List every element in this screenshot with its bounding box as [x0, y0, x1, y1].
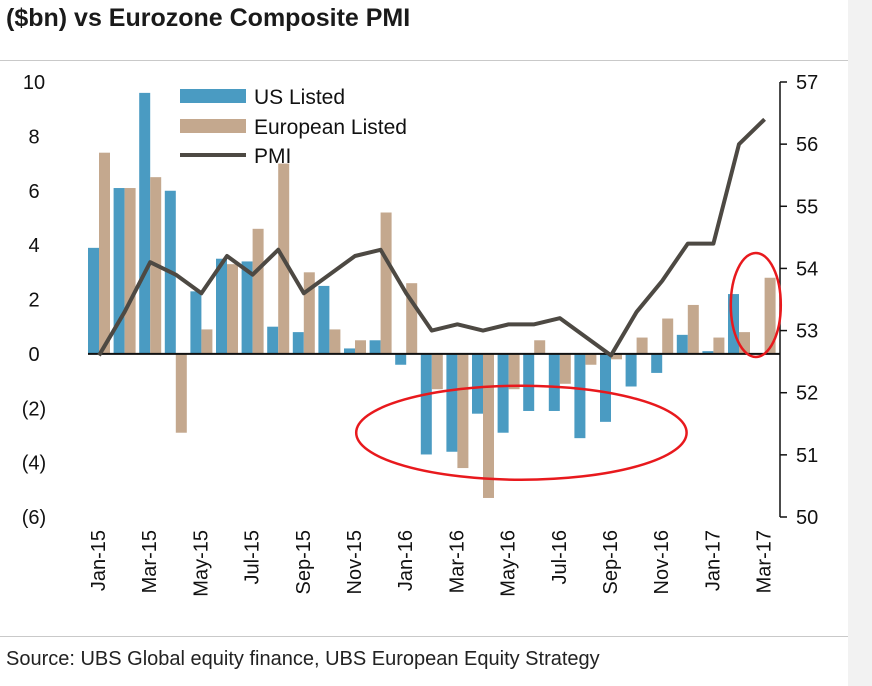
us-listed-bar [318, 285, 330, 354]
left-tick-label: (4) [22, 453, 46, 475]
european-listed-bar [508, 353, 520, 390]
european-listed-bar [124, 188, 136, 354]
european-listed-bar [713, 337, 725, 354]
left-tick-label: (6) [22, 507, 46, 529]
european-listed-bar [406, 283, 418, 354]
us-listed-bar [625, 353, 637, 387]
european-listed-bar [534, 340, 546, 354]
european-listed-bar [431, 353, 443, 390]
us-listed-bar [344, 348, 355, 354]
european-listed-bar [457, 353, 469, 469]
european-listed-bar [585, 353, 597, 365]
european-listed-bar [611, 353, 622, 360]
source-note: Source: UBS Global equity finance, UBS E… [6, 648, 600, 670]
right-tick-label: 55 [796, 196, 818, 218]
us-listed-bar [190, 291, 202, 354]
x-tick-label: Nov-15 [344, 530, 366, 594]
rebound-highlight-ellipse [729, 251, 783, 359]
european-listed-bar [329, 329, 341, 354]
right-tick-label: 51 [796, 445, 818, 467]
european-listed-bar [662, 318, 674, 354]
european-listed-bar [227, 264, 238, 354]
us-listed-bar [216, 258, 227, 354]
us-listed-bar [88, 247, 99, 354]
negative-flows-highlight-ellipse [354, 384, 688, 481]
us-listed-bar [574, 353, 586, 439]
x-tick-label: Nov-16 [651, 530, 673, 594]
left-tick-label: 0 [28, 344, 39, 366]
right-tick-label: 50 [796, 507, 818, 529]
us-listed-bar [702, 351, 714, 354]
bottom-divider [0, 636, 848, 637]
european-listed-bar [355, 340, 366, 354]
us-listed-bar [472, 353, 483, 414]
us-listed-bar [600, 353, 611, 422]
us-listed-bar [523, 353, 535, 411]
european-listed-bar [201, 329, 213, 354]
pmi-line [97, 117, 766, 358]
european-listed-bar [303, 272, 315, 354]
x-tick-label: Mar-17 [754, 530, 776, 593]
left-tick-label: 8 [28, 126, 39, 148]
x-tick-label: Sep-15 [293, 530, 315, 595]
chart: 10 8 6 4 2 0 (2) (4) (6) 57 56 55 54 53 52 51 50 Jan-15 Ma… [22, 72, 818, 597]
right-tick-label: 56 [796, 134, 818, 156]
us-listed-bar [139, 92, 151, 354]
x-tick-label: Mar-15 [139, 530, 161, 593]
us-listed-bar [369, 340, 381, 354]
left-tick-label: 2 [28, 290, 39, 312]
legend-label-pmi: PMI [254, 145, 291, 168]
x-tick-label: Jan-15 [88, 530, 110, 591]
european-listed-bar [483, 353, 494, 498]
us-listed-bar [420, 353, 432, 455]
chart-title: ($bn) vs Eurozone Composite PMI [6, 4, 411, 32]
x-tick-label: Mar-16 [446, 530, 468, 593]
x-tick-label: May-15 [190, 530, 212, 597]
x-tick-label: Jul-15 [242, 530, 264, 584]
right-tick-label: 52 [796, 383, 818, 405]
legend-label-us-listed: US Listed [254, 86, 345, 109]
european-listed-bar [252, 228, 264, 354]
european-listed-bar [636, 337, 648, 354]
us-listed-bar [113, 188, 125, 354]
us-listed-bar [241, 261, 253, 354]
right-tick-label: 53 [796, 321, 818, 343]
us-listed-bar [651, 353, 663, 373]
legend-swatch-us-listed [180, 89, 246, 103]
left-tick-label: 10 [23, 72, 45, 94]
legend-label-european-listed: European Listed [254, 116, 407, 139]
us-listed-bar [292, 332, 304, 354]
left-tick-label: 4 [28, 235, 39, 257]
left-tick-label: (2) [22, 398, 46, 420]
right-tick-label: 57 [796, 72, 818, 94]
left-tick-label: 6 [28, 181, 39, 203]
us-listed-bar [446, 353, 458, 452]
european-listed-bar [559, 353, 571, 384]
top-divider [0, 60, 848, 61]
european-listed-bar [380, 212, 392, 354]
european-listed-bar [687, 304, 699, 354]
european-listed-bar [739, 332, 750, 354]
x-tick-label: Sep-16 [600, 530, 622, 595]
us-listed-bar [497, 353, 509, 433]
x-tick-label: Jul-16 [549, 530, 571, 584]
european-listed-bar [99, 152, 110, 354]
right-tick-label: 54 [796, 258, 818, 280]
side-panel-edge [848, 0, 872, 686]
x-tick-label: May-16 [498, 530, 520, 597]
x-tick-label: Jan-17 [702, 530, 724, 591]
x-tick-label: Jan-16 [395, 530, 417, 591]
us-listed-bar [676, 334, 688, 354]
european-listed-bar [175, 353, 187, 433]
european-listed-bar [764, 277, 776, 354]
legend-swatch-european-listed [180, 119, 246, 133]
us-listed-bar [267, 326, 279, 354]
us-listed-bar [548, 353, 560, 411]
us-listed-bar [395, 353, 407, 365]
